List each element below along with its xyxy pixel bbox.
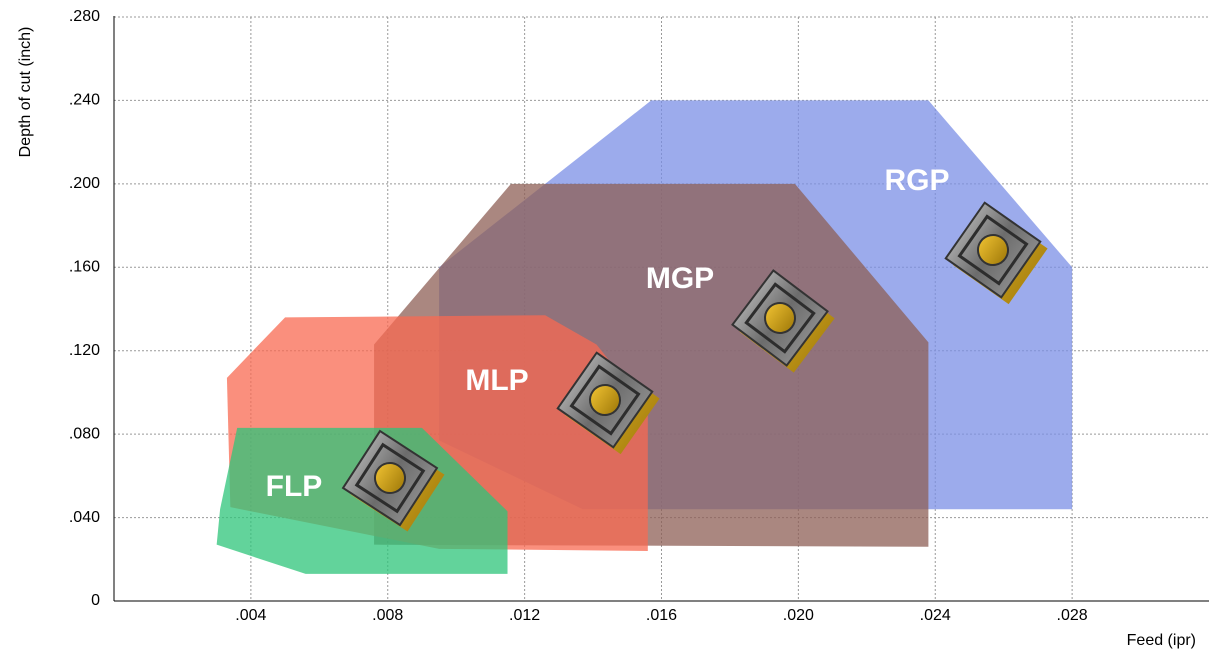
series-label: FLP — [266, 470, 323, 503]
x-tick-label: .008 — [372, 607, 403, 624]
x-tick-label: .004 — [235, 607, 266, 624]
x-tick-label: .020 — [783, 607, 814, 624]
y-tick-label: .200 — [69, 175, 100, 192]
y-tick-label: 0 — [91, 592, 100, 609]
chart: 0 .040 .080 .120 .160 .200 .240 .280 .004 .008 .01… — [0, 0, 1209, 656]
y-tick-label: .160 — [69, 259, 100, 276]
x-tick-label: .028 — [1057, 607, 1088, 624]
series-label: MGP — [646, 262, 714, 295]
y-tick-label: .080 — [69, 425, 100, 442]
x-tick-label: .016 — [646, 607, 677, 624]
x-tick-label: .012 — [509, 607, 540, 624]
y-axis-label: Depth of cut (inch) — [17, 27, 34, 158]
x-tick-label: .024 — [920, 607, 951, 624]
series-label: RGP — [884, 164, 949, 197]
y-tick-label: .240 — [69, 92, 100, 109]
y-tick-label: .120 — [69, 342, 100, 359]
x-axis-label: Feed (ipr) — [1127, 632, 1196, 649]
y-tick-label: .280 — [69, 8, 100, 25]
y-tick-label: .040 — [69, 509, 100, 526]
series-label: MLP — [465, 364, 528, 397]
